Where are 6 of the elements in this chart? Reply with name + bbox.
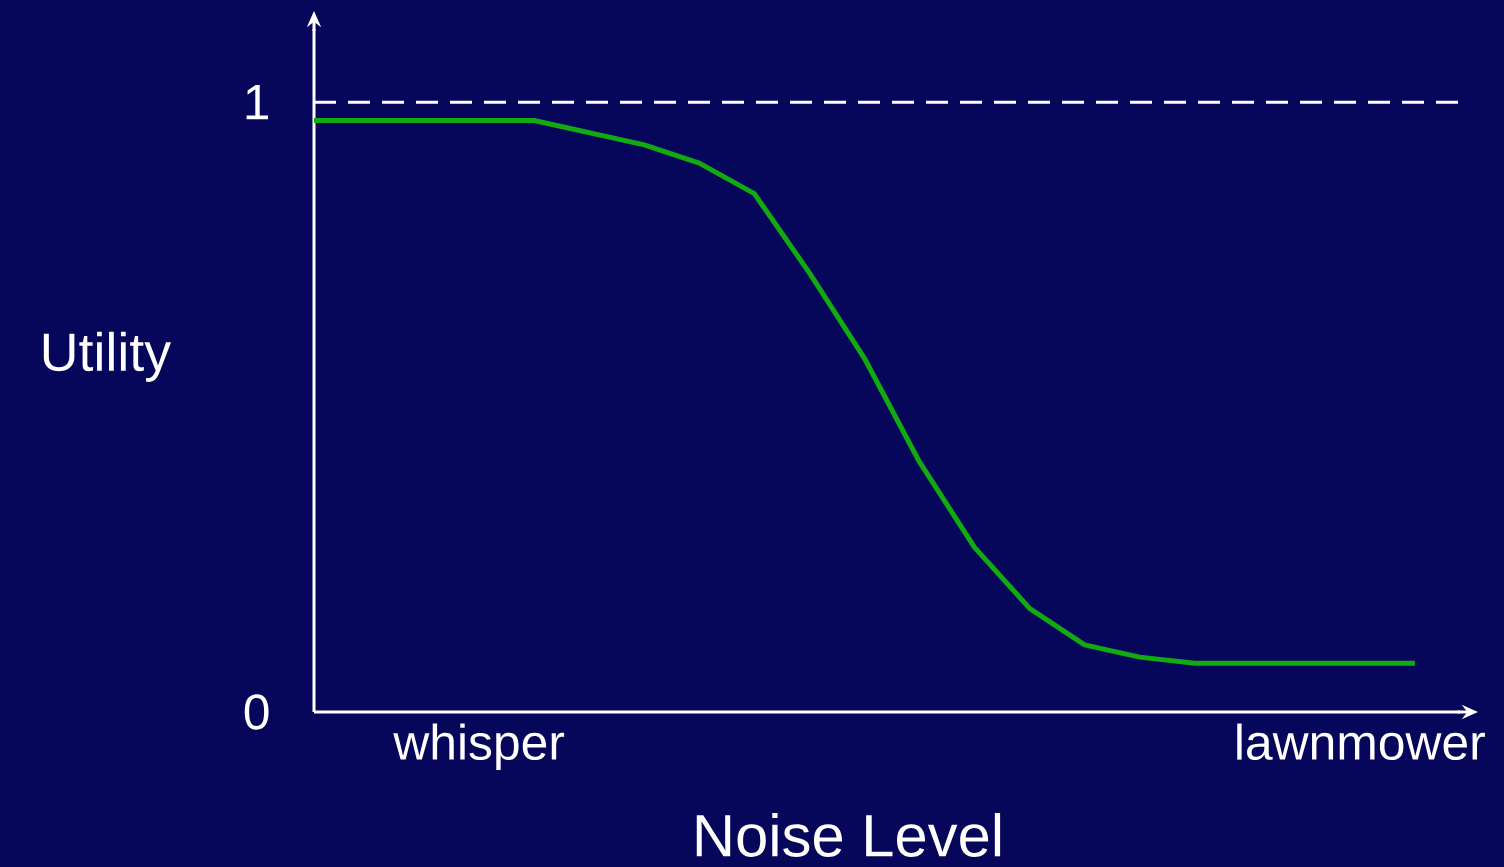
y-axis-title: Utility [43,331,172,382]
y-tick-label: 0 [244,694,269,730]
y-tick-label: 1 [246,85,269,120]
x-tick-label: whisper [393,723,565,770]
x-axis-title: Noise Level [696,812,1001,857]
x-tick-label: lawnmower [1237,723,1485,761]
